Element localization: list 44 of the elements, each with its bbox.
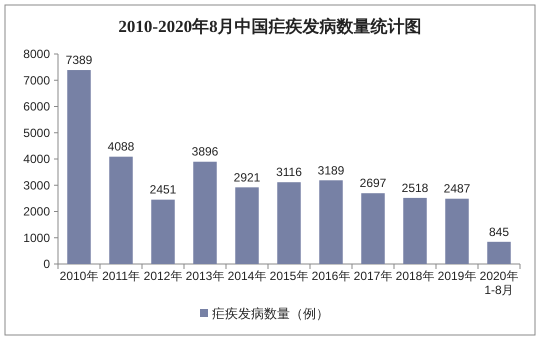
x-tick-label: 2012年: [144, 269, 182, 283]
bar: [67, 70, 91, 264]
data-label: 4088: [108, 140, 135, 154]
y-tick-label: 8000: [23, 47, 50, 61]
bar: [403, 198, 427, 264]
data-label: 2487: [444, 182, 471, 196]
legend-label: 疟疾发病数量（例）: [212, 306, 329, 321]
bar: [277, 182, 301, 264]
data-label: 3116: [276, 165, 302, 180]
data-label: 3189: [318, 163, 345, 178]
data-label: 7389: [66, 53, 93, 68]
bar: [109, 156, 133, 264]
x-tick-label: 2010年: [60, 269, 98, 283]
bar: [193, 162, 217, 264]
x-tick-label: 2011年: [102, 269, 140, 283]
data-label: 2451: [150, 182, 177, 197]
y-tick-label: 2000: [23, 204, 50, 218]
x-tick-label: 2016年: [312, 269, 350, 283]
bar: [445, 198, 469, 264]
data-label: 2921: [234, 170, 261, 184]
x-tick-label: 2013年: [186, 269, 224, 283]
data-label: 2518: [402, 180, 429, 195]
y-tick-label: 6000: [23, 100, 50, 114]
chart-title: 2010-2020年8月中国疟疾发病数量统计图: [118, 17, 422, 36]
bar: [151, 200, 175, 264]
x-tick-label: 2017年: [354, 269, 392, 283]
x-tick-label: 2015年: [270, 269, 308, 283]
y-tick-label: 1000: [23, 230, 50, 245]
y-tick-label: 5000: [23, 126, 50, 140]
x-tick-label: 2014年: [228, 269, 266, 283]
data-label: 3896: [192, 144, 219, 159]
x-tick-label: 2019年: [438, 269, 476, 283]
data-label: 2697: [360, 176, 387, 190]
data-label: 845: [488, 224, 510, 239]
bar: [361, 193, 385, 264]
y-tick-label: 4000: [23, 152, 50, 166]
y-tick-label: 7000: [23, 73, 50, 88]
bar: [235, 187, 259, 264]
y-tick-label: 3000: [23, 178, 50, 192]
y-tick-label: 0: [43, 257, 50, 271]
bar: [487, 242, 511, 264]
x-tick-label: 2020年 1-8月: [480, 269, 518, 297]
x-tick-label: 2018年: [396, 269, 434, 283]
bar: [319, 180, 343, 264]
